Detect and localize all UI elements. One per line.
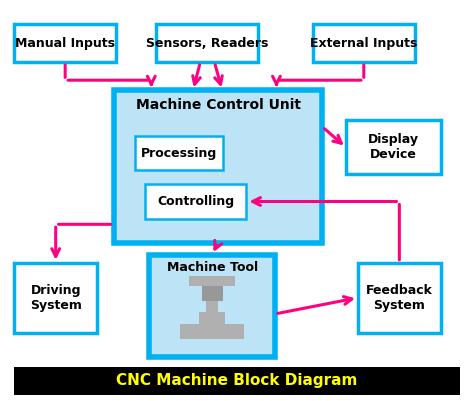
Text: Sensors, Readers: Sensors, Readers — [146, 36, 269, 50]
FancyBboxPatch shape — [149, 255, 275, 357]
FancyBboxPatch shape — [206, 282, 218, 312]
FancyBboxPatch shape — [135, 136, 223, 170]
Text: Machine Control Unit: Machine Control Unit — [136, 99, 301, 112]
Text: Controlling: Controlling — [157, 195, 234, 208]
FancyBboxPatch shape — [346, 120, 441, 174]
Text: Manual Inputs: Manual Inputs — [15, 36, 115, 50]
Text: Processing: Processing — [141, 147, 217, 160]
FancyBboxPatch shape — [189, 276, 235, 286]
Text: Feedback
System: Feedback System — [366, 284, 433, 312]
Text: Display
Device: Display Device — [368, 134, 419, 161]
Text: External Inputs: External Inputs — [310, 36, 418, 50]
FancyBboxPatch shape — [201, 286, 222, 301]
Text: CNC Machine Block Diagram: CNC Machine Block Diagram — [116, 373, 358, 389]
FancyBboxPatch shape — [358, 263, 441, 333]
FancyBboxPatch shape — [145, 184, 246, 219]
FancyBboxPatch shape — [156, 24, 258, 62]
FancyBboxPatch shape — [313, 24, 415, 62]
FancyBboxPatch shape — [14, 367, 460, 395]
Text: Machine Tool: Machine Tool — [166, 261, 258, 274]
FancyBboxPatch shape — [14, 24, 116, 62]
FancyBboxPatch shape — [114, 90, 322, 243]
FancyBboxPatch shape — [14, 263, 97, 333]
Text: Driving
System: Driving System — [30, 284, 82, 312]
FancyBboxPatch shape — [180, 324, 245, 339]
FancyBboxPatch shape — [199, 312, 226, 324]
